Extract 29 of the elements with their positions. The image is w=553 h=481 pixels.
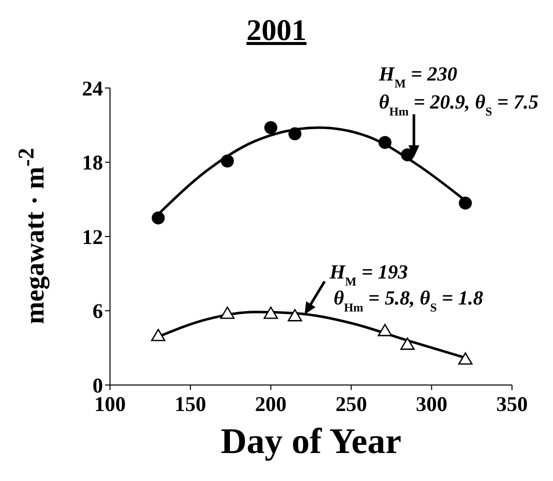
- point: [400, 338, 415, 350]
- x-tick-label: 350: [496, 392, 528, 416]
- point: [288, 127, 302, 140]
- y-tick-label: 24: [82, 76, 104, 100]
- y-tick-label: 6: [92, 299, 103, 324]
- point: [378, 324, 392, 336]
- point: [458, 196, 472, 210]
- y-tick-label: 12: [82, 224, 103, 249]
- point: [220, 306, 235, 319]
- x-tick-label: 200: [255, 392, 287, 416]
- x-tick-label: 150: [174, 392, 206, 416]
- x-axis-title: Day of Year: [220, 420, 402, 462]
- y-tick-label: 18: [82, 150, 103, 175]
- x-tick-label: 300: [416, 392, 448, 416]
- annotation: H$_{M}$ = 193: [328, 261, 408, 288]
- point: [378, 136, 392, 149]
- point: [152, 211, 165, 224]
- point: [400, 148, 414, 162]
- annotation: H$_{M}$ = 230: [378, 63, 458, 90]
- annotation: θ$_{Hm}$ = 5.8, θ$_{S}$ = 1.8: [334, 287, 484, 314]
- point: [288, 309, 302, 322]
- chart-title: 2001: [246, 14, 306, 47]
- point: [151, 328, 166, 342]
- point: [220, 154, 234, 168]
- point: [458, 352, 473, 365]
- annotation: θ$_{Hm}$ = 20.9, θ$_{S}$ = 7.5: [378, 91, 539, 118]
- x-tick-label: 250: [335, 392, 367, 416]
- point: [264, 121, 278, 134]
- point: [264, 306, 278, 319]
